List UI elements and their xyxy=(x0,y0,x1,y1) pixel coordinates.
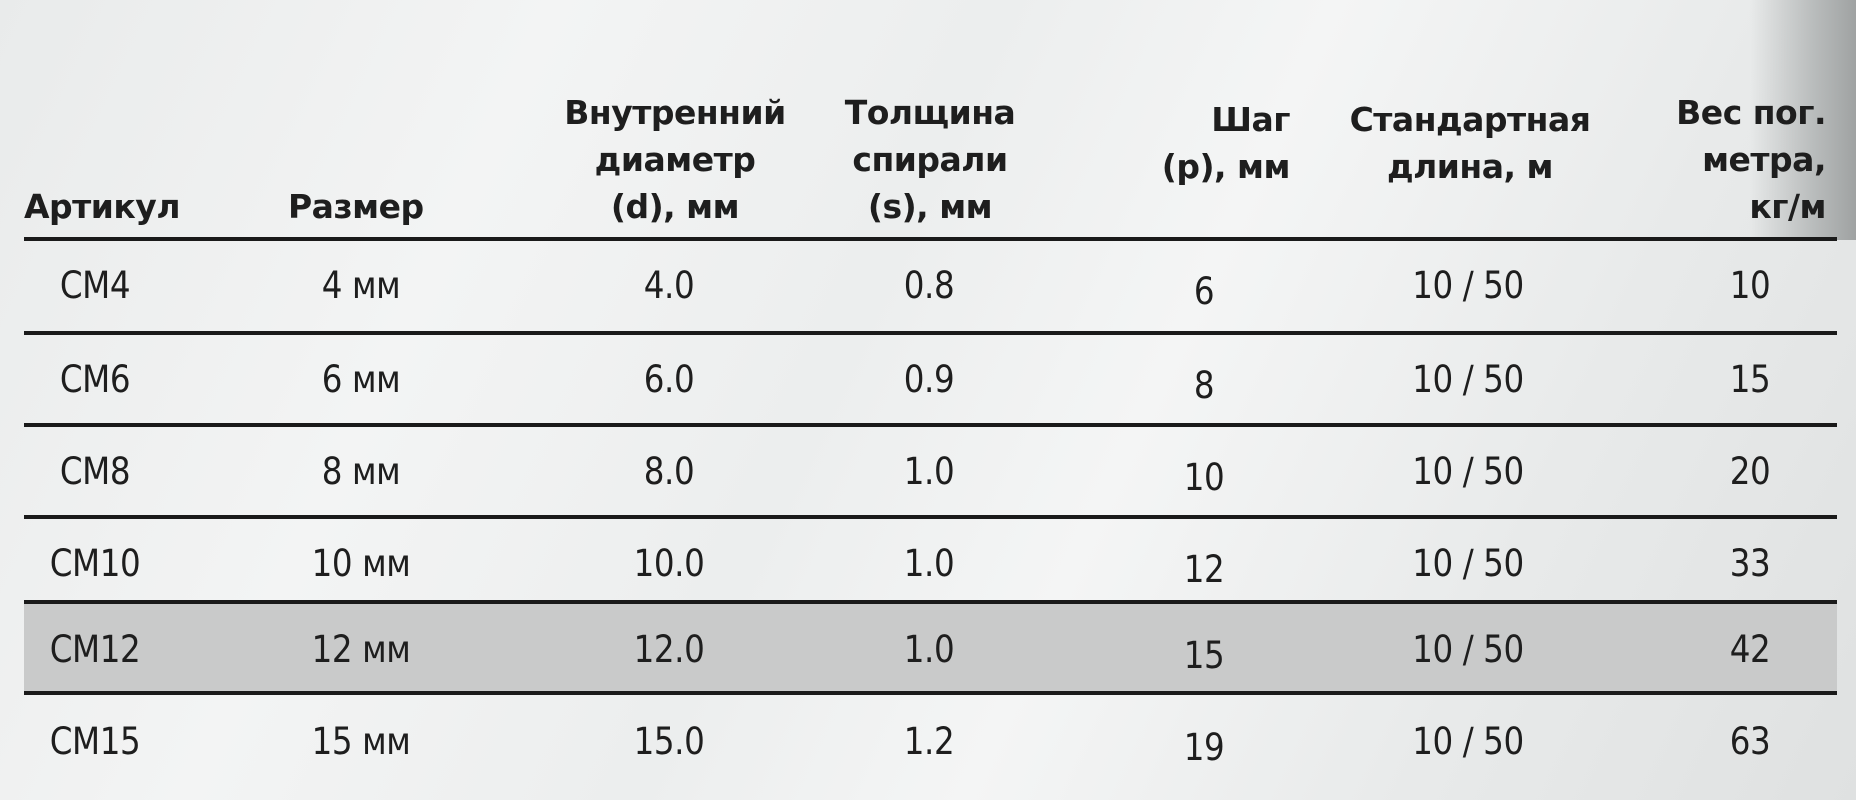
header-text: Вес пог. xyxy=(1676,93,1826,132)
header-text: Шаг xyxy=(1211,100,1290,139)
cell-inner-diameter: 8.0 xyxy=(643,450,695,493)
row-divider xyxy=(24,691,1837,695)
row-divider xyxy=(24,331,1837,335)
cell-spiral-thickness: 1.0 xyxy=(903,542,955,585)
header-text: (p), мм xyxy=(1161,147,1291,186)
table-row: CM4 4 мм 4.0 0.8 6 10 / 50 10 xyxy=(0,240,1856,332)
background-photo-edge xyxy=(1750,0,1856,240)
cell-size: 15 мм xyxy=(311,720,411,763)
header-rule xyxy=(24,237,1837,241)
header-inner-diameter: Внутренний диаметр (d), мм xyxy=(540,70,810,230)
cell-standard-length: 10 / 50 xyxy=(1412,358,1524,401)
table-row: CM8 8 мм 8.0 1.0 10 10 / 50 20 xyxy=(0,426,1856,518)
row-divider xyxy=(24,600,1837,604)
header-standard-length: Стандартная длина, м xyxy=(1305,30,1635,190)
cell-article: CM8 xyxy=(59,450,131,493)
cell-article: CM10 xyxy=(49,542,141,585)
cell-standard-length: 10 / 50 xyxy=(1412,264,1524,307)
table-row: CM6 6 мм 6.0 0.9 8 10 / 50 15 xyxy=(0,334,1856,426)
header-pitch: Шаг (p), мм xyxy=(1120,30,1291,190)
header-text: длина, м xyxy=(1386,147,1554,186)
cell-weight: 15 xyxy=(1729,358,1771,401)
cell-standard-length: 10 / 50 xyxy=(1412,628,1524,671)
cell-spiral-thickness: 0.8 xyxy=(903,264,955,307)
cell-pitch: 15 xyxy=(1183,634,1225,677)
cell-size: 12 мм xyxy=(311,628,411,671)
highlighted-row-background xyxy=(24,604,1837,693)
cell-article: CM15 xyxy=(49,720,141,763)
header-text: Внутренний xyxy=(564,93,786,132)
cell-inner-diameter: 10.0 xyxy=(633,542,705,585)
cell-inner-diameter: 12.0 xyxy=(633,628,705,671)
cell-size: 4 мм xyxy=(321,264,401,307)
cell-spiral-thickness: 1.0 xyxy=(903,450,955,493)
cell-size: 10 мм xyxy=(311,542,411,585)
header-text: Толщина xyxy=(844,93,1016,132)
header-article: Артикул xyxy=(24,70,224,230)
cell-weight: 20 xyxy=(1729,450,1771,493)
cell-weight: 10 xyxy=(1729,264,1771,307)
header-text: метра, xyxy=(1702,140,1826,179)
header-text: Размер xyxy=(288,187,424,226)
cell-weight: 42 xyxy=(1729,628,1771,671)
cell-inner-diameter: 15.0 xyxy=(633,720,705,763)
header-text: (d), мм xyxy=(610,187,740,226)
cell-article: CM6 xyxy=(59,358,131,401)
header-weight-per-meter: Вес пог. метра, кг/м xyxy=(1630,70,1826,230)
header-text: Стандартная xyxy=(1349,100,1591,139)
cell-pitch: 6 xyxy=(1193,270,1215,313)
header-text: спирали xyxy=(852,140,1008,179)
table-row: CM10 10 мм 10.0 1.0 12 10 / 50 33 xyxy=(0,518,1856,610)
cell-standard-length: 10 / 50 xyxy=(1412,450,1524,493)
table-row: CM15 15 мм 15.0 1.2 19 10 / 50 63 xyxy=(0,696,1856,788)
cell-pitch: 8 xyxy=(1193,364,1215,407)
cell-spiral-thickness: 1.2 xyxy=(903,720,955,763)
header-text: диаметр xyxy=(594,140,756,179)
cell-size: 6 мм xyxy=(321,358,401,401)
cell-weight: 63 xyxy=(1729,720,1771,763)
row-divider xyxy=(24,515,1837,519)
cell-spiral-thickness: 1.0 xyxy=(903,628,955,671)
header-text: кг/м xyxy=(1749,187,1826,226)
cell-inner-diameter: 4.0 xyxy=(643,264,695,307)
cell-article: CM12 xyxy=(49,628,141,671)
cell-weight: 33 xyxy=(1729,542,1771,585)
cell-standard-length: 10 / 50 xyxy=(1412,542,1524,585)
header-size: Размер xyxy=(288,70,488,230)
cell-article: CM4 xyxy=(59,264,131,307)
cell-pitch: 10 xyxy=(1183,456,1225,499)
cell-size: 8 мм xyxy=(321,450,401,493)
cell-inner-diameter: 6.0 xyxy=(643,358,695,401)
header-text: Артикул xyxy=(24,187,181,226)
cell-pitch: 19 xyxy=(1183,726,1225,769)
table-row: CM12 12 мм 12.0 1.0 15 10 / 50 42 xyxy=(0,604,1856,696)
cell-spiral-thickness: 0.9 xyxy=(903,358,955,401)
cell-pitch: 12 xyxy=(1183,548,1225,591)
cell-standard-length: 10 / 50 xyxy=(1412,720,1524,763)
header-spiral-thickness: Толщина спирали (s), мм xyxy=(820,70,1040,230)
header-text: (s), мм xyxy=(867,187,993,226)
row-divider xyxy=(24,423,1837,427)
